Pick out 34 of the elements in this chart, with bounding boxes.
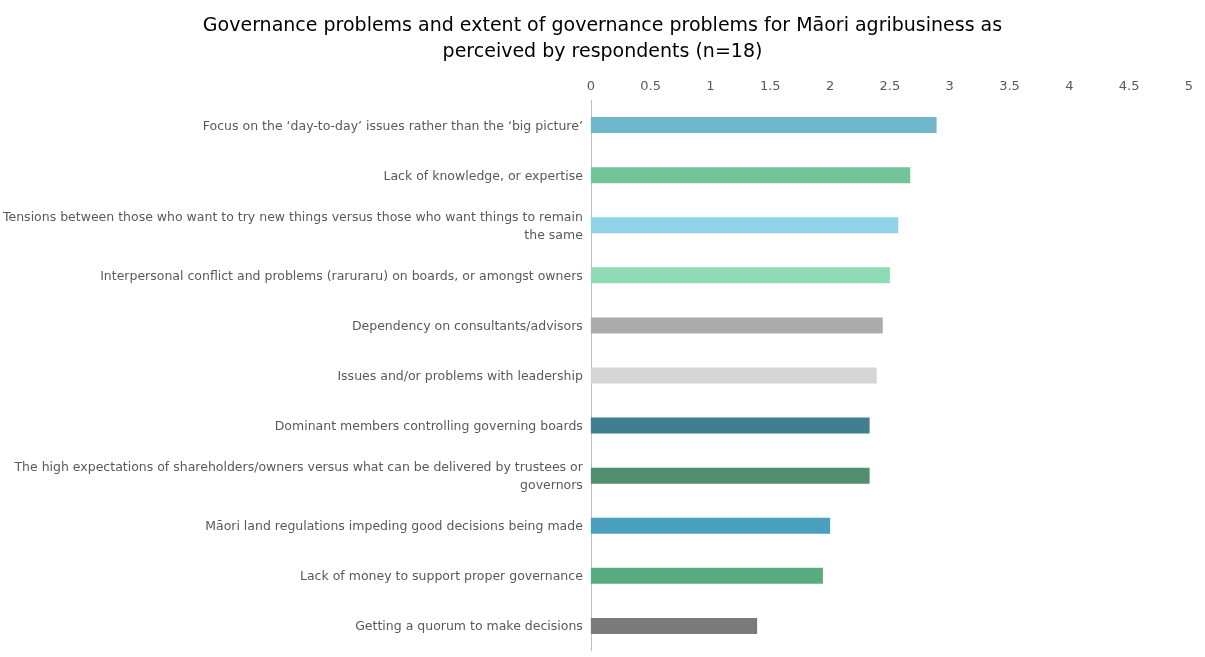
y-tick-label: Lack of knowledge, or expertise — [383, 167, 584, 183]
x-tick-label: 3.5 — [999, 78, 1020, 93]
y-tick-label: Interpersonal conflict and problems (raruraru) on boards, or amongst owners — [100, 267, 583, 283]
y-tick-label: The high expectations of shareholders/owners versus what can be delivered by trustees or governors — [13, 459, 584, 493]
bar — [590, 317, 883, 334]
x-tick-label: 1.5 — [759, 78, 781, 93]
chart-title: Governance problems and extent of governance problems for Māori agribusiness as perceived by respondents (n=18) — [202, 13, 1003, 61]
bar — [590, 267, 890, 284]
y-tick-label: Tensions between those who want to try new things versus those who want things to remain the same — [2, 208, 584, 242]
x-tick-label: 2 — [825, 78, 835, 93]
y-tick-label: Focus on the ‘day-to-day’ issues rather than the ‘big picture’ — [202, 117, 583, 133]
y-tick-label: Lack of money to support proper governance — [299, 568, 584, 584]
x-tick-label: 3 — [945, 78, 954, 93]
x-tick-label: 4 — [1065, 78, 1074, 93]
bar — [590, 467, 870, 484]
x-tick-label: 4.5 — [1118, 78, 1140, 93]
bar — [590, 567, 823, 584]
bar — [590, 167, 911, 184]
y-tick-label: Issues and/or problems with leadership — [337, 368, 583, 383]
y-tick-label: Dominant members controlling governing boards — [274, 418, 583, 434]
bar — [590, 517, 831, 534]
x-tick-label: 0 — [586, 78, 595, 93]
y-tick-label: Māori land regulations impeding good decisions being made — [205, 518, 584, 534]
y-tick-label: Dependency on consultants/advisors — [351, 317, 583, 333]
bar — [590, 417, 870, 434]
bar — [590, 117, 937, 134]
bar — [590, 217, 899, 234]
x-tick-label: 0.5 — [640, 78, 662, 93]
bar — [590, 367, 877, 384]
x-tick-label: 5 — [1184, 78, 1194, 93]
y-tick-label: Getting a quorum to make decisions — [355, 618, 583, 634]
x-tick-label: 2.5 — [879, 78, 901, 93]
bar — [590, 617, 758, 634]
x-tick-label: 1 — [706, 78, 715, 93]
